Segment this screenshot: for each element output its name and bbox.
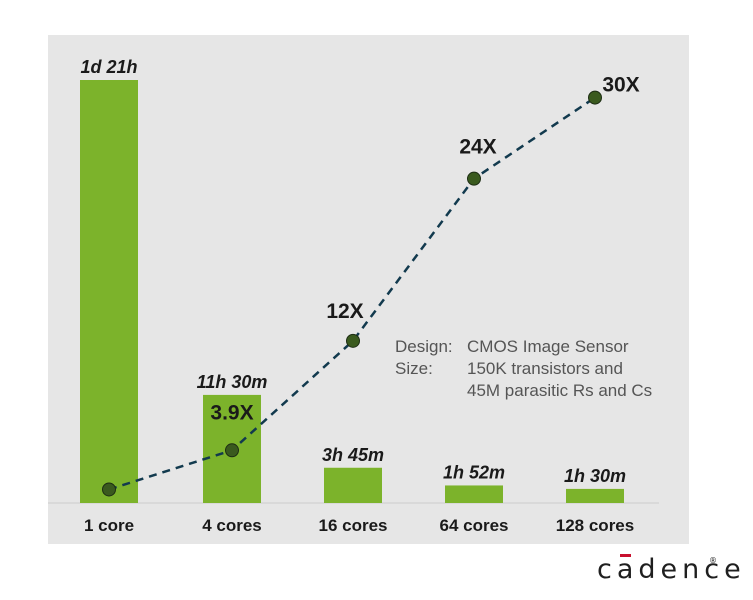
category-label-2: 16 cores: [319, 516, 388, 535]
category-label-1: 4 cores: [202, 516, 262, 535]
speedup-label-2: 12X: [326, 300, 363, 323]
speedup-line: [108, 96, 596, 491]
annotation-design-key: Design:: [395, 337, 453, 356]
logo-accent-mark: [620, 554, 631, 557]
annotation-size-value-2: 45M parasitic Rs and Cs: [467, 381, 652, 400]
bar-value-label-2: 3h 45m: [322, 445, 384, 465]
logo-registered-mark: ®: [709, 556, 717, 565]
speedup-point-1: [225, 443, 239, 458]
speedup-point-0: [102, 482, 116, 497]
category-label-0: 1 core: [84, 516, 134, 535]
speedup-point-3: [467, 171, 481, 186]
plot-background: [48, 35, 689, 544]
bar-3: [445, 485, 503, 503]
bar-2: [324, 467, 382, 503]
bar-value-label-1: 11h 30m: [197, 372, 268, 392]
speedup-label-1: 3.9X: [210, 401, 253, 424]
annotation-size-key: Size:: [395, 359, 433, 378]
cadence-logo: cadence ®: [597, 554, 746, 585]
speedup-point-2: [346, 333, 360, 348]
logo-text: cadence: [597, 554, 746, 585]
category-label-4: 128 cores: [556, 516, 634, 535]
speedup-point-4: [588, 90, 602, 105]
bar-value-label-0: 1d 21h: [80, 57, 137, 77]
bar-value-label-4: 1h 30m: [564, 466, 626, 486]
design-annotation: Design: CMOS Image Sensor Size: 150K tra…: [395, 337, 652, 400]
speedup-label-4: 30X: [602, 74, 639, 97]
annotation-size-value: 150K transistors and: [467, 359, 623, 378]
bar-0: [80, 80, 138, 503]
category-label-3: 64 cores: [440, 516, 509, 535]
bar-4: [566, 488, 624, 503]
annotation-design-value: CMOS Image Sensor: [467, 337, 629, 356]
speedup-label-3: 24X: [459, 136, 496, 159]
svg-text:Design:: Design:: [395, 337, 453, 356]
bar-value-label-3: 1h 52m: [443, 462, 505, 482]
